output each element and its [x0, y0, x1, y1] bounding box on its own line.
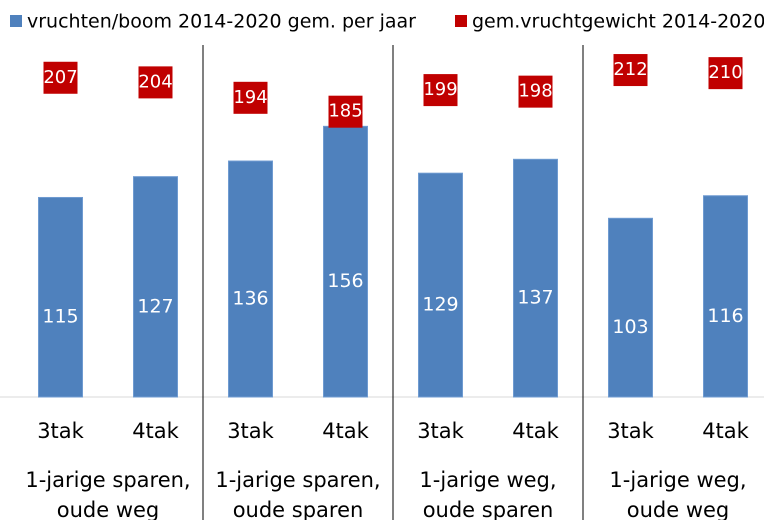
x-tick-label: 3tak — [227, 419, 274, 443]
legend-label: vruchten/boom 2014-2020 gem. per jaar — [27, 11, 416, 33]
weight-value-label: 185 — [328, 101, 362, 122]
bar — [514, 159, 558, 397]
bar — [134, 177, 178, 397]
bar — [324, 126, 368, 397]
legend-swatch — [455, 15, 467, 27]
x-tick-label: 3tak — [417, 419, 464, 443]
x-tick-label: 4tak — [132, 419, 179, 443]
weight-value-label: 199 — [423, 79, 457, 100]
group-label: 1-jarige weg, — [609, 468, 746, 492]
bar — [229, 161, 273, 397]
x-tick-label: 4tak — [702, 419, 749, 443]
group-label: 1-jarige sparen, — [215, 468, 380, 492]
x-tick-label: 4tak — [322, 419, 369, 443]
bar — [704, 196, 748, 397]
group-label: oude weg — [627, 498, 730, 520]
weight-value-label: 194 — [233, 87, 267, 108]
chart: vruchten/boom 2014-2020 gem. per jaar gem… — [0, 0, 764, 520]
group-label: oude sparen — [233, 498, 364, 520]
weight-value-label: 207 — [43, 67, 77, 88]
bar — [419, 173, 463, 397]
legend-label: gem.vruchtgewicht 2014-2020 — [472, 11, 764, 33]
x-tick-label: 3tak — [607, 419, 654, 443]
weight-value-label: 198 — [518, 81, 552, 102]
group-label: 1-jarige sparen, — [25, 468, 190, 492]
bar-value-label: 127 — [137, 295, 173, 317]
bar — [609, 218, 653, 397]
bar-value-label: 156 — [327, 270, 363, 292]
bar-value-label: 103 — [612, 316, 648, 338]
bar-value-label: 136 — [232, 288, 268, 310]
bar-value-label: 115 — [42, 306, 78, 328]
group-label: oude sparen — [423, 498, 554, 520]
x-tick-label: 3tak — [37, 419, 84, 443]
bar-value-label: 137 — [517, 287, 553, 309]
x-tick-label: 4tak — [512, 419, 559, 443]
weight-value-label: 212 — [613, 59, 647, 80]
weight-value-label: 204 — [138, 71, 172, 92]
bar-value-label: 116 — [707, 305, 743, 327]
legend-swatch — [10, 15, 22, 27]
group-label: 1-jarige weg, — [419, 468, 556, 492]
bar — [39, 197, 83, 397]
group-label: oude weg — [57, 498, 160, 520]
bar-value-label: 129 — [422, 294, 458, 316]
weight-value-label: 210 — [708, 62, 742, 83]
